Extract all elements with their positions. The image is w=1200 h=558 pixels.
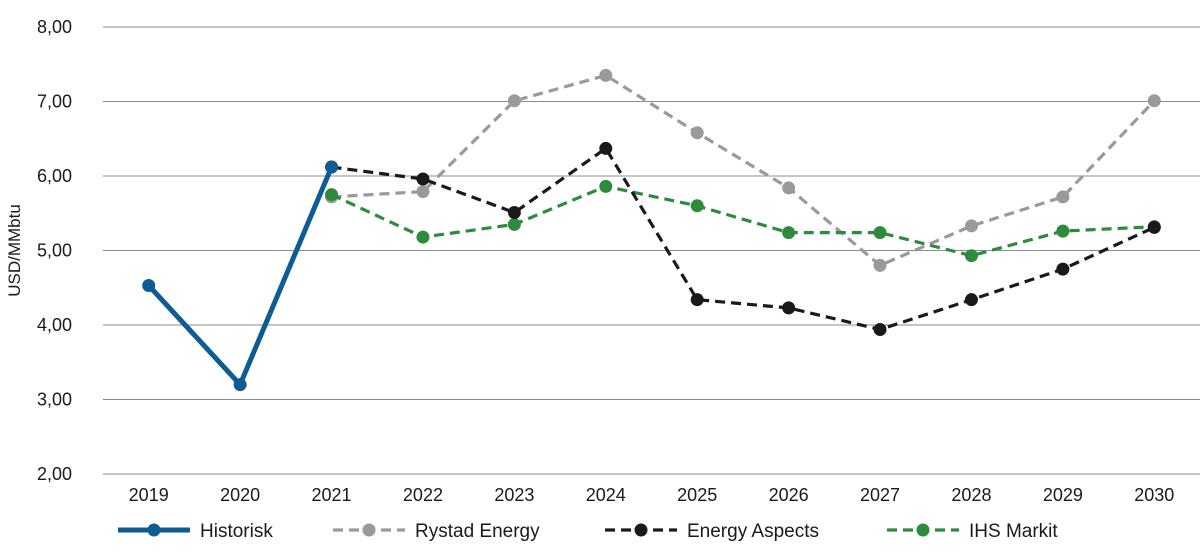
x-tick-label: 2024 [586, 485, 626, 505]
data-point [416, 172, 430, 186]
gridlines [103, 26, 1200, 475]
y-tick-label: 2,00 [37, 464, 72, 484]
series-line [331, 73, 1156, 267]
legend-item: IHS Markit [887, 521, 1058, 542]
data-point [964, 219, 978, 233]
series-energy-aspects [325, 141, 1161, 336]
legend-swatch-marker [634, 523, 648, 537]
data-point [690, 199, 704, 213]
y-tick-label: 8,00 [37, 17, 72, 37]
y-axis-title: USD/MMbtu [5, 204, 24, 297]
x-tick-label: 2022 [403, 485, 443, 505]
series-line [331, 146, 1155, 332]
data-point [416, 185, 430, 199]
data-point [782, 181, 796, 195]
legend-item: Historisk [118, 521, 273, 542]
x-tick-label: 2026 [769, 485, 809, 505]
data-point [782, 226, 796, 240]
series-line [146, 166, 334, 388]
data-point [964, 249, 978, 263]
legend: Historisk Rystad Energy Energy Aspects IHS … [118, 521, 1058, 542]
legend-swatch-marker [362, 523, 376, 537]
data-point [416, 230, 430, 244]
legend-label: Energy Aspects [687, 521, 819, 542]
series-historisk [142, 160, 339, 392]
legend-item: Energy Aspects [605, 521, 819, 542]
data-point [690, 126, 704, 140]
y-tick-label: 6,00 [37, 166, 72, 186]
data-point [690, 293, 704, 307]
y-tick-label: 7,00 [37, 92, 72, 112]
x-tick-label: 2030 [1134, 485, 1174, 505]
data-point [599, 141, 613, 155]
data-point [507, 217, 521, 231]
y-tick-label: 5,00 [37, 241, 72, 261]
data-point [1147, 220, 1161, 234]
legend-swatch-marker [916, 523, 930, 537]
data-point [599, 179, 613, 193]
y-tick-label: 4,00 [37, 315, 72, 335]
legend-swatch-marker [147, 523, 161, 537]
x-tick-label: 2029 [1043, 485, 1083, 505]
data-point [1147, 94, 1161, 108]
data-point [873, 226, 887, 240]
data-point [325, 160, 339, 174]
data-point [964, 293, 978, 307]
data-point [1056, 190, 1070, 204]
legend-label: IHS Markit [969, 521, 1058, 542]
x-tick-label: 2020 [220, 485, 260, 505]
data-point [782, 301, 796, 315]
data-point [507, 94, 521, 108]
data-point [325, 188, 339, 202]
x-tick-label: 2019 [129, 485, 169, 505]
series-ihs-markit [325, 179, 1161, 263]
data-point [233, 378, 247, 392]
data-point [1056, 224, 1070, 238]
x-tick-label: 2027 [860, 485, 900, 505]
x-tick-label: 2023 [494, 485, 534, 505]
data-point [1056, 262, 1070, 276]
x-tick-label: 2028 [951, 485, 991, 505]
series-rystad-energy [325, 68, 1161, 272]
data-point [873, 258, 887, 272]
data-point [507, 206, 521, 220]
y-tick-label: 3,00 [37, 390, 72, 410]
series-line [330, 184, 1155, 258]
legend-label: Rystad Energy [415, 521, 540, 542]
data-point [142, 279, 156, 293]
x-tick-label: 2025 [677, 485, 717, 505]
legend-label: Historisk [200, 521, 273, 542]
x-tick-label: 2021 [312, 485, 352, 505]
data-point [873, 322, 887, 336]
legend-item: Rystad Energy [333, 521, 540, 542]
data-point [599, 68, 613, 82]
